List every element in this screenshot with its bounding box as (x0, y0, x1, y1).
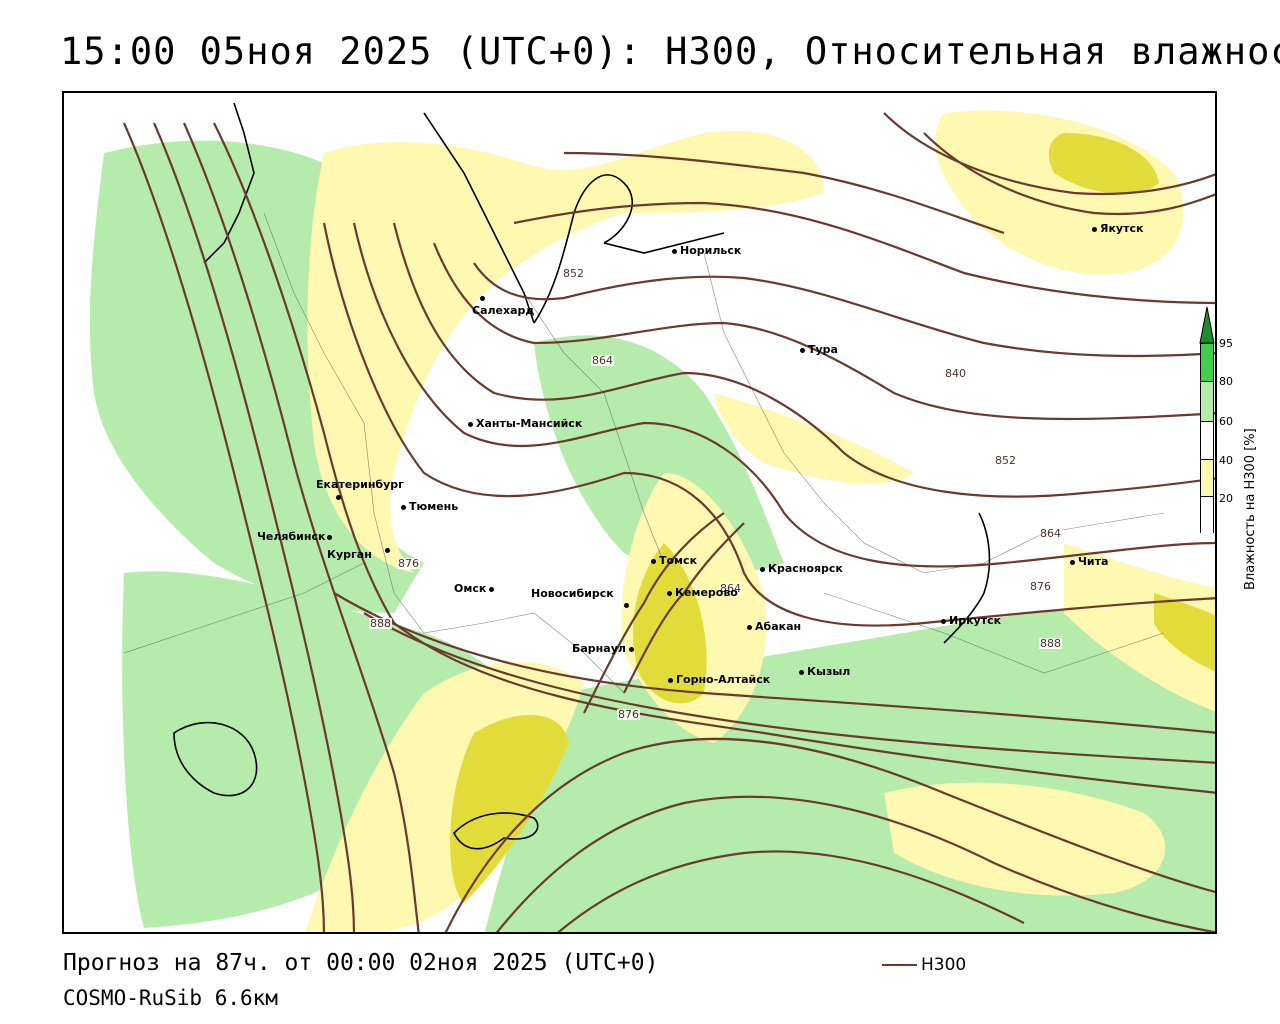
humidity-colorbar: 95 80 60 40 20 (1199, 305, 1259, 595)
h300-contours (122, 112, 1215, 932)
contour-label: 888 (1039, 637, 1062, 650)
map-title: 15:00 05ноя 2025 (UTC+0): H300, Относите… (60, 30, 1280, 73)
contour-legend-label: H300 (921, 955, 967, 975)
city-dot-icon (489, 586, 495, 592)
city-marker: Якутск (1092, 223, 1143, 235)
city-dot-icon (799, 669, 804, 675)
city-marker: Челябинск (257, 531, 335, 543)
colorbar-tick: 20 (1219, 492, 1233, 505)
contour-label: 876 (397, 557, 420, 570)
contour-label: 888 (369, 617, 392, 630)
line-swatch-icon (882, 964, 917, 966)
city-marker (480, 292, 488, 304)
city-dot-icon (1070, 559, 1075, 565)
city-marker: Чита (1070, 556, 1108, 568)
contour-label: 852 (994, 454, 1017, 467)
city-dot-icon (800, 347, 805, 353)
city-marker: Горно-Алтайск (668, 674, 770, 686)
city-label: Новосибирск (531, 587, 614, 600)
city-marker: Курган (327, 548, 372, 561)
city-dot-icon (667, 590, 672, 596)
city-marker: Красноярск (760, 563, 843, 575)
city-marker (624, 599, 632, 611)
contour-label: 876 (617, 708, 640, 721)
city-dot-icon (760, 566, 765, 572)
city-label: Салехард (472, 304, 535, 317)
city-marker: Иркутск (941, 615, 1001, 627)
city-dot-icon (651, 558, 656, 564)
city-marker: Тюмень (401, 501, 458, 513)
colorbar-tick: 40 (1219, 454, 1233, 467)
colorbar-tick: 80 (1219, 375, 1233, 388)
contour-label: 864 (719, 582, 742, 595)
city-dot-icon (747, 624, 752, 630)
colorbar-arrow-icon (1199, 306, 1215, 344)
city-dot-icon (327, 534, 333, 540)
contour-label: 876 (1029, 580, 1052, 593)
colorbar-tick: 60 (1219, 415, 1233, 428)
city-dot-icon (672, 248, 677, 254)
swatch-80-95 (1200, 343, 1214, 381)
city-marker: Тура (800, 344, 838, 356)
map-area: 852 864 840 852 864 876 888 876 888 864 … (62, 91, 1217, 934)
city-dot-icon (624, 602, 629, 608)
forecast-info: Прогноз на 87ч. от 00:00 02ноя 2025 (UTC… (63, 950, 659, 976)
city-dot-icon (336, 494, 341, 500)
contour-legend: H300 (882, 955, 966, 975)
city-marker: Омск (454, 583, 497, 595)
city-marker: Барнаул (572, 643, 637, 655)
swatch-20-40 (1200, 459, 1214, 497)
city-dot-icon (401, 504, 406, 510)
city-dot-icon (385, 547, 390, 553)
city-marker: Норильск (672, 245, 741, 257)
city-dot-icon (628, 646, 634, 652)
swatch-60-80 (1200, 381, 1214, 421)
city-label: Екатеринбург (316, 478, 404, 491)
colorbar-tick: 95 (1219, 337, 1233, 350)
city-dot-icon (668, 677, 673, 683)
city-marker: Ханты-Мансийск (468, 418, 582, 430)
swatch-40-60 (1200, 421, 1214, 459)
contour-label: 864 (1039, 527, 1062, 540)
city-marker: Кемерово (667, 587, 738, 599)
city-marker (336, 491, 344, 503)
city-marker: Абакан (747, 621, 801, 633)
city-dot-icon (941, 618, 946, 624)
city-marker (385, 544, 393, 556)
model-name: COSMO-RuSib 6.6км (63, 986, 278, 1010)
city-marker: Кызыл (799, 666, 850, 678)
city-dot-icon (468, 421, 473, 427)
city-marker: Томск (651, 555, 697, 567)
humidity-field (89, 102, 1215, 932)
city-dot-icon (1092, 226, 1097, 232)
city-dot-icon (480, 295, 485, 301)
colorbar-title: Влажность на H300 [%] (1243, 428, 1258, 590)
contour-label: 864 (591, 354, 614, 367)
contour-label: 840 (944, 367, 967, 380)
swatch-0-20 (1200, 497, 1214, 533)
contour-label: 852 (562, 267, 585, 280)
